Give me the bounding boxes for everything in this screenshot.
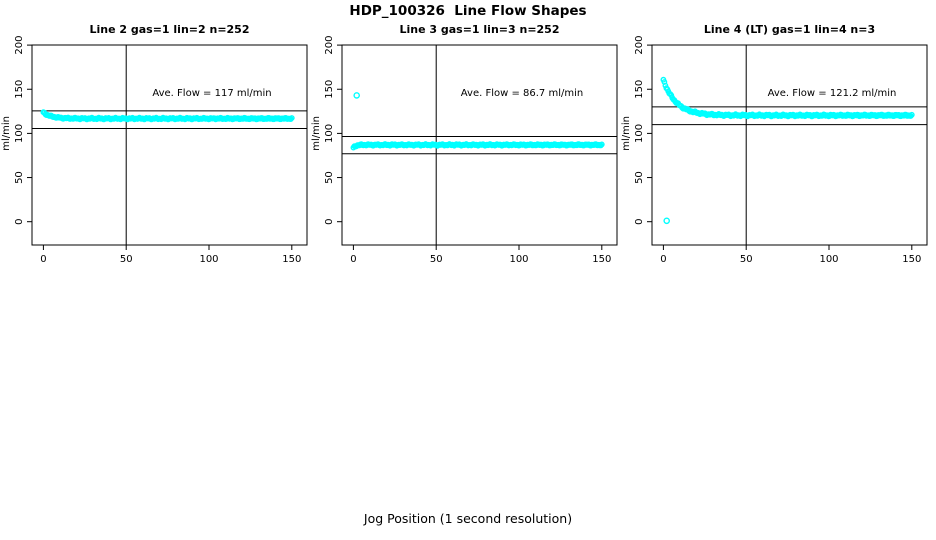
y-tick-label: 0 — [324, 219, 335, 225]
y-tick-label: 50 — [324, 171, 335, 184]
y-tick-label: 200 — [14, 36, 25, 55]
y-axis-title: ml/min — [311, 116, 322, 151]
flow-panel-1: Line 2 gas=1 lin=2 n=252 0 50 100 150 0 50 100 1… — [0, 0, 316, 300]
x-tick-label: 150 — [592, 254, 611, 265]
figure-title: HDP_100326 Line Flow Shapes — [349, 3, 587, 19]
scatter-plot: Line 3 gas=1 lin=3 n=252 0 50 100 150 0 50 100 1… — [311, 23, 618, 265]
x-tick-label: 50 — [430, 254, 443, 265]
y-tick-label: 150 — [324, 80, 335, 99]
data-point — [598, 141, 605, 148]
y-tick-label: 50 — [14, 171, 25, 184]
y-tick-label: 200 — [634, 36, 645, 55]
plot-box — [31, 44, 308, 246]
y-axis: 0 50 100 150 200 ml/min — [311, 36, 342, 225]
panel-title: Line 3 gas=1 lin=3 n=252 — [399, 23, 559, 36]
y-tick-label: 0 — [634, 219, 645, 225]
y-tick-label: 0 — [14, 219, 25, 225]
reference-lines — [32, 45, 307, 245]
x-tick-label: 0 — [660, 254, 666, 265]
data-point — [288, 115, 295, 121]
x-axis: 0 50 100 150 — [660, 245, 921, 265]
panel-title: Line 2 gas=1 lin=2 n=252 — [89, 23, 249, 36]
outlier-point — [353, 92, 361, 99]
data-point — [597, 142, 604, 149]
y-axis-title: ml/min — [621, 116, 632, 151]
x-tick-label: 0 — [350, 254, 356, 265]
x-tick-label: 50 — [740, 254, 753, 265]
x-axis: 0 50 100 150 — [40, 245, 301, 265]
x-tick-label: 0 — [40, 254, 46, 265]
flow-panel-3: Line 4 (LT) gas=1 lin=4 n=3 0 50 100 150 0 50 1… — [620, 0, 936, 300]
y-tick-label: 150 — [634, 80, 645, 99]
x-tick-label: 150 — [902, 254, 921, 265]
y-tick-label: 50 — [634, 171, 645, 184]
x-tick-label: 100 — [199, 254, 218, 265]
x-tick-label: 100 — [509, 254, 528, 265]
scatter-plot: Line 2 gas=1 lin=2 n=252 0 50 100 150 0 50 100 1… — [1, 23, 308, 265]
y-axis: 0 50 100 150 200 ml/min — [1, 36, 32, 225]
y-tick-label: 150 — [14, 80, 25, 99]
plot-box — [651, 44, 928, 246]
scatter-plot: Line 4 (LT) gas=1 lin=4 n=3 0 50 100 150 0 50 1… — [621, 23, 928, 265]
x-tick-label: 150 — [282, 254, 301, 265]
ave-flow-annotation: Ave. Flow = 117 ml/min — [152, 88, 271, 99]
ave-flow-annotation: Ave. Flow = 86.7 ml/min — [461, 88, 583, 99]
y-axis: 0 50 100 150 200 ml/min — [621, 36, 652, 225]
y-tick-label: 100 — [634, 124, 645, 143]
ave-flow-annotation: Ave. Flow = 121.2 ml/min — [768, 88, 897, 99]
data-points — [350, 92, 605, 151]
x-tick-label: 50 — [120, 254, 133, 265]
x-axis-label: Jog Position (1 second resolution) — [363, 511, 573, 526]
y-axis-title: ml/min — [1, 116, 12, 151]
y-tick-label: 200 — [324, 36, 335, 55]
data-points — [40, 109, 295, 123]
y-tick-label: 100 — [324, 124, 335, 143]
panel-title: Line 4 (LT) gas=1 lin=4 n=3 — [704, 23, 875, 36]
reference-lines — [652, 45, 927, 245]
plot-box — [341, 44, 618, 246]
y-tick-label: 100 — [14, 124, 25, 143]
flow-panel-2: Line 3 gas=1 lin=3 n=252 0 50 100 150 0 50 100 1… — [310, 0, 626, 300]
data-point — [908, 111, 915, 118]
data-points — [660, 76, 915, 225]
x-axis: 0 50 100 150 — [350, 245, 611, 265]
outlier-point — [663, 217, 671, 225]
x-tick-label: 100 — [819, 254, 838, 265]
